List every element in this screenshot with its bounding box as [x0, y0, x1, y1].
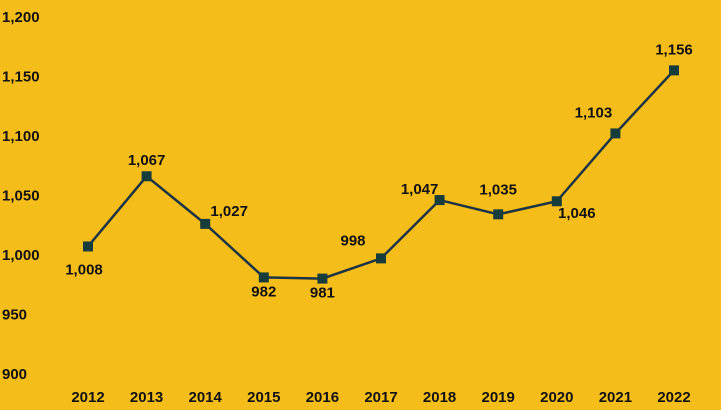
y-tick-label: 950	[2, 306, 27, 323]
data-label: 1,027	[210, 203, 248, 220]
x-tick-label: 2014	[189, 389, 223, 406]
x-tick-label: 2017	[364, 389, 397, 406]
marker	[141, 171, 152, 182]
data-label: 998	[340, 232, 365, 249]
y-tick-label: 1,050	[2, 187, 40, 204]
marker	[376, 253, 386, 264]
data-label: 1,035	[479, 181, 517, 198]
x-tick-label: 2020	[540, 389, 573, 406]
y-tick-label: 1,000	[2, 247, 40, 264]
data-label: 1,103	[575, 104, 613, 121]
x-tick-label: 2018	[423, 389, 456, 406]
marker	[551, 196, 562, 207]
y-tick-label: 900	[2, 366, 27, 383]
marker	[434, 195, 445, 206]
y-tick-label: 1,150	[2, 68, 40, 85]
data-label: 1,067	[128, 152, 166, 169]
data-label: 982	[251, 283, 276, 300]
marker	[610, 128, 621, 139]
x-tick-label: 2019	[482, 389, 515, 406]
x-tick-label: 2013	[130, 389, 163, 406]
x-tick-label: 2022	[657, 389, 690, 406]
y-tick-label: 1,100	[2, 128, 40, 145]
data-label: 1,046	[558, 205, 596, 222]
marker	[669, 65, 679, 76]
data-label: 981	[310, 285, 335, 302]
data-label: 1,156	[655, 41, 693, 58]
marker	[200, 218, 211, 229]
y-tick-label: 1,200	[2, 9, 40, 26]
marker	[83, 241, 93, 252]
marker	[317, 273, 328, 284]
marker	[493, 209, 504, 220]
data-label: 1,008	[65, 261, 103, 278]
x-tick-label: 2016	[306, 389, 339, 406]
x-tick-label: 2021	[599, 389, 632, 406]
x-tick-label: 2015	[247, 389, 280, 406]
x-tick-label: 2012	[71, 389, 104, 406]
marker	[258, 272, 269, 283]
data-label: 1,047	[401, 181, 439, 198]
